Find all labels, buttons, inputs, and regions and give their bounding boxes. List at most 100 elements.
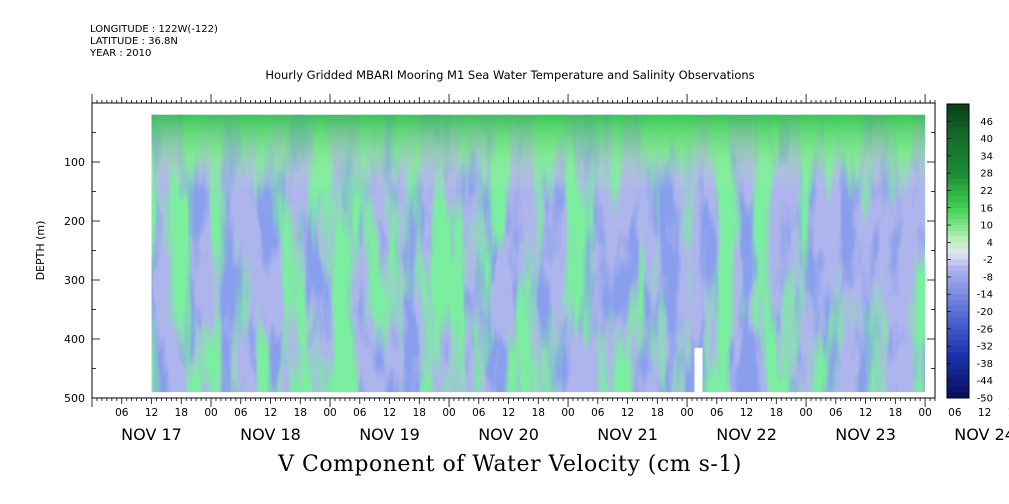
x-day-label: NOV 24 xyxy=(954,425,1009,444)
colorbar-swatch xyxy=(947,340,969,347)
y-tick-label: 100 xyxy=(64,156,85,169)
x-hour-label: 12 xyxy=(264,407,277,419)
colorbar-swatch xyxy=(947,305,969,313)
field-surface-band xyxy=(151,114,926,268)
year-label: YEAR : 2010 xyxy=(90,48,152,59)
colorbar-swatch xyxy=(947,311,969,318)
colorbar-swatch xyxy=(947,259,969,266)
x-hour-label: 00 xyxy=(442,407,455,419)
colorbar-swatch xyxy=(947,271,969,278)
colorbar-swatch xyxy=(947,150,969,157)
colorbar-label: 40 xyxy=(980,134,993,145)
colorbar-swatch xyxy=(947,380,969,387)
x-hour-label: 12 xyxy=(740,407,753,419)
colorbar-label: -14 xyxy=(977,290,993,301)
x-hour-label: 12 xyxy=(383,407,396,419)
colorbar-label: 46 xyxy=(980,117,993,128)
colorbar-swatch xyxy=(947,328,969,336)
colorbar-swatch xyxy=(947,178,969,186)
colorbar-label: -8 xyxy=(983,272,993,283)
colorbar-label: 28 xyxy=(980,169,993,180)
x-hour-label: 00 xyxy=(323,407,336,419)
colorbar-frame xyxy=(946,103,970,399)
colorbar-swatch xyxy=(947,144,969,151)
x-hour-label: 06 xyxy=(710,407,724,419)
y-tick-label: 300 xyxy=(64,274,85,287)
colorbar-swatch xyxy=(947,248,969,255)
colorbar-label: -44 xyxy=(977,376,993,387)
colorbar-swatch xyxy=(947,363,969,370)
colorbar-swatch xyxy=(947,392,969,399)
colorbar-swatch xyxy=(947,265,969,272)
x-day-label: NOV 21 xyxy=(597,425,658,444)
x-hour-label: 18 xyxy=(770,407,783,419)
x-hour-label: 18 xyxy=(413,407,426,419)
x-hour-label: 18 xyxy=(294,407,307,419)
colorbar-swatch xyxy=(947,155,969,163)
colorbar-label: 16 xyxy=(980,203,993,214)
missing-data-gap xyxy=(694,347,703,393)
x-hour-label: 18 xyxy=(651,407,664,419)
x-hour-label: 12 xyxy=(502,407,515,419)
colorbar-swatch xyxy=(947,167,969,174)
colorbar-swatch xyxy=(947,351,969,359)
colorbar-swatch xyxy=(947,115,969,122)
x-hour-label: 06 xyxy=(234,407,248,419)
colorbar-swatch xyxy=(947,173,969,180)
x-hour-label: 18 xyxy=(889,407,902,419)
colorbar-swatch xyxy=(947,300,969,307)
y-tick-label: 200 xyxy=(64,215,85,228)
colorbar-swatch xyxy=(947,294,969,301)
colorbar-label: -38 xyxy=(977,359,993,370)
colorbar-label: 22 xyxy=(980,186,993,197)
colorbar-swatch xyxy=(947,184,969,191)
x-hour-label: 00 xyxy=(680,407,693,419)
x-hour-label: 06 xyxy=(591,407,605,419)
colorbar-swatch xyxy=(947,219,969,226)
x-hour-label: 12 xyxy=(621,407,634,419)
colorbar-swatch xyxy=(947,386,969,393)
colorbar-label: -32 xyxy=(977,342,993,353)
x-hour-label: 00 xyxy=(918,407,931,419)
x-hour-label: 18 xyxy=(175,407,188,419)
colorbar-swatch xyxy=(947,132,969,140)
y-axis-label: DEPTH (m) xyxy=(34,221,47,281)
colorbar-label: -50 xyxy=(977,394,993,405)
colorbar-swatch xyxy=(947,225,969,232)
colorbar-label: -20 xyxy=(977,307,993,318)
colorbar-label: -2 xyxy=(983,255,993,266)
x-hour-label: 00 xyxy=(561,407,574,419)
x-hour-label: 06 xyxy=(472,407,486,419)
x-hour-label: 12 xyxy=(859,407,872,419)
x-day-label: NOV 20 xyxy=(478,425,539,444)
colorbar-swatch xyxy=(947,282,969,289)
x-hour-label: 12 xyxy=(145,407,158,419)
colorbar-swatch xyxy=(947,346,969,353)
colorbar-swatch xyxy=(947,288,969,295)
colorbar-swatch xyxy=(947,207,969,215)
colorbar-swatch xyxy=(947,276,969,284)
plot-area xyxy=(151,114,926,393)
y-tick-label: 500 xyxy=(64,392,85,405)
colorbar-swatch xyxy=(947,104,969,111)
colorbar-swatch xyxy=(947,253,969,261)
colorbar-swatch xyxy=(947,242,969,249)
colorbar-swatch xyxy=(947,236,969,243)
colorbar-swatch xyxy=(947,334,969,341)
colorbar-label: -26 xyxy=(977,324,993,335)
x-hour-label: 06 xyxy=(115,407,129,419)
colorbar-swatch xyxy=(947,230,969,238)
colorbar-swatch xyxy=(947,374,969,382)
colorbar-label: 10 xyxy=(980,221,993,232)
colorbar: 46 40 34 28 22 16 10 4 -2 -8 -14 -20 -26 -32 -38 -44 -50 xyxy=(946,103,993,405)
x-hour-label: 18 xyxy=(532,407,545,419)
colorbar-label: 34 xyxy=(980,151,993,162)
colorbar-swatch xyxy=(947,213,969,220)
x-day-label: NOV 17 xyxy=(121,425,182,444)
chart-title: Hourly Gridded MBARI Mooring M1 Sea Wate… xyxy=(265,68,755,82)
x-day-label: NOV 22 xyxy=(716,425,777,444)
colorbar-swatch xyxy=(947,323,969,330)
x-hour-label: 06 xyxy=(948,407,962,419)
x-day-label: NOV 23 xyxy=(835,425,896,444)
